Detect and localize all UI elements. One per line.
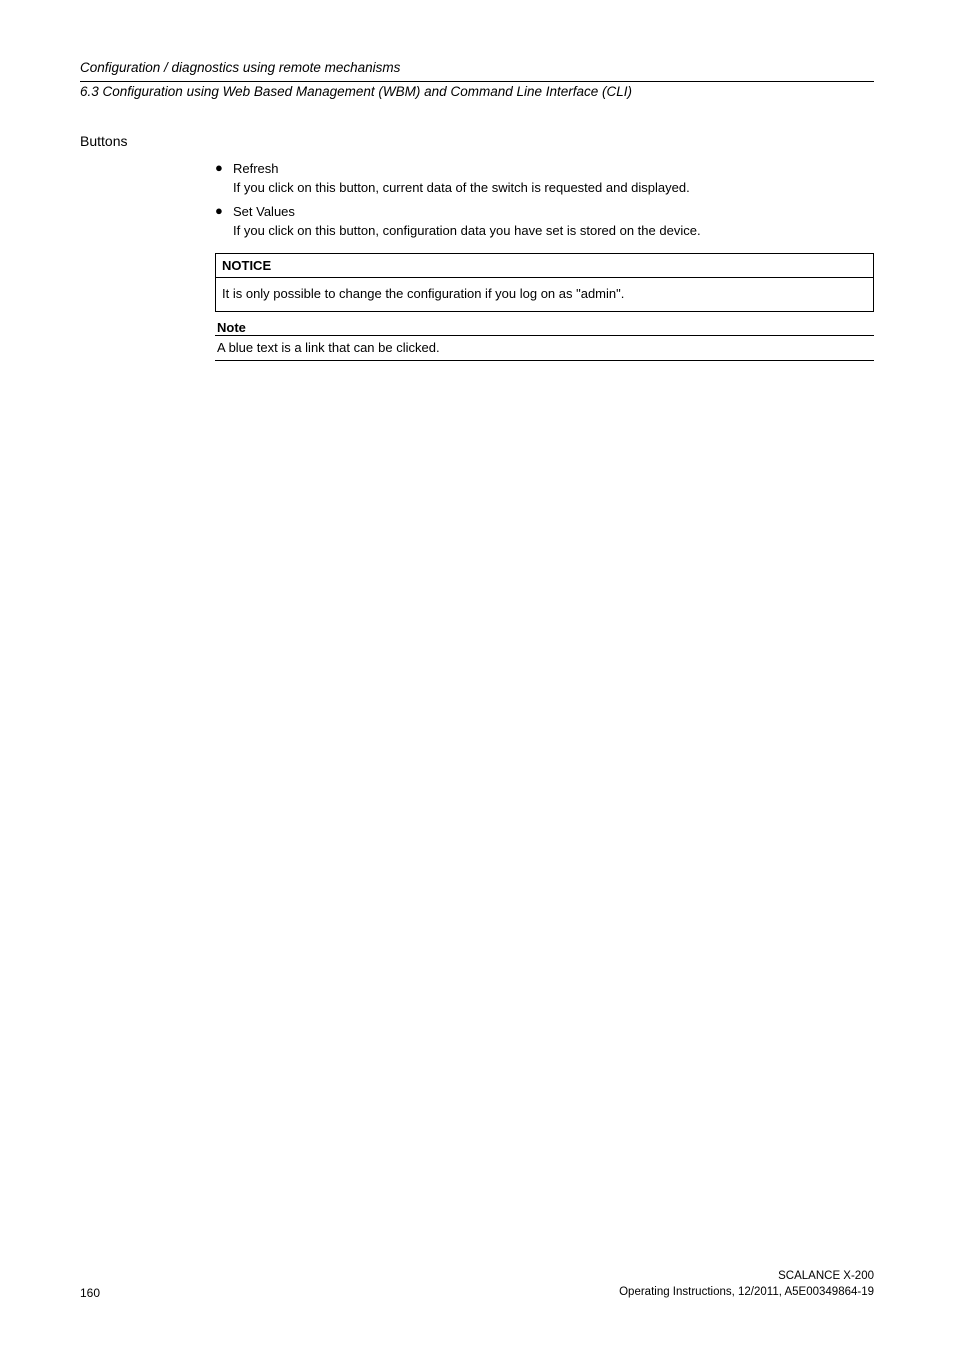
running-header: Configuration / diagnostics using remote… xyxy=(80,58,874,103)
note-rule-bottom xyxy=(215,360,874,361)
footer-docinfo: Operating Instructions, 12/2011, A5E0034… xyxy=(80,1284,874,1300)
bullet-marker: ● xyxy=(215,202,233,220)
note-body: A blue text is a link that can be clicke… xyxy=(215,340,874,360)
page-footer: SCALANCE X-200 Operating Instructions, 1… xyxy=(80,1268,874,1300)
bullet-body: Refresh If you click on this button, cur… xyxy=(233,159,690,198)
note-rule-top xyxy=(215,335,874,336)
bullet-text: If you click on this button, current dat… xyxy=(233,180,690,195)
bullet-title: Refresh xyxy=(233,161,279,176)
footer-product: SCALANCE X-200 xyxy=(80,1268,874,1284)
bullet-item: ● Refresh If you click on this button, c… xyxy=(215,159,874,198)
section-heading: Buttons xyxy=(80,133,874,149)
header-line-1: Configuration / diagnostics using remote… xyxy=(80,58,874,78)
notice-body: It is only possible to change the config… xyxy=(216,278,873,311)
bullet-title: Set Values xyxy=(233,204,295,219)
note-heading: Note xyxy=(215,320,874,335)
bullet-item: ● Set Values If you click on this button… xyxy=(215,202,874,241)
bullet-text: If you click on this button, configurati… xyxy=(233,223,701,238)
page-container: Configuration / diagnostics using remote… xyxy=(0,0,954,1350)
bullet-marker: ● xyxy=(215,159,233,177)
footer-right: SCALANCE X-200 Operating Instructions, 1… xyxy=(80,1268,874,1300)
content-block: ● Refresh If you click on this button, c… xyxy=(215,159,874,361)
notice-box: NOTICE It is only possible to change the… xyxy=(215,253,874,312)
notice-title: NOTICE xyxy=(216,254,873,278)
header-line-2: 6.3 Configuration using Web Based Manage… xyxy=(80,82,874,102)
bullet-body: Set Values If you click on this button, … xyxy=(233,202,701,241)
footer-page-number: 160 xyxy=(80,1286,100,1300)
